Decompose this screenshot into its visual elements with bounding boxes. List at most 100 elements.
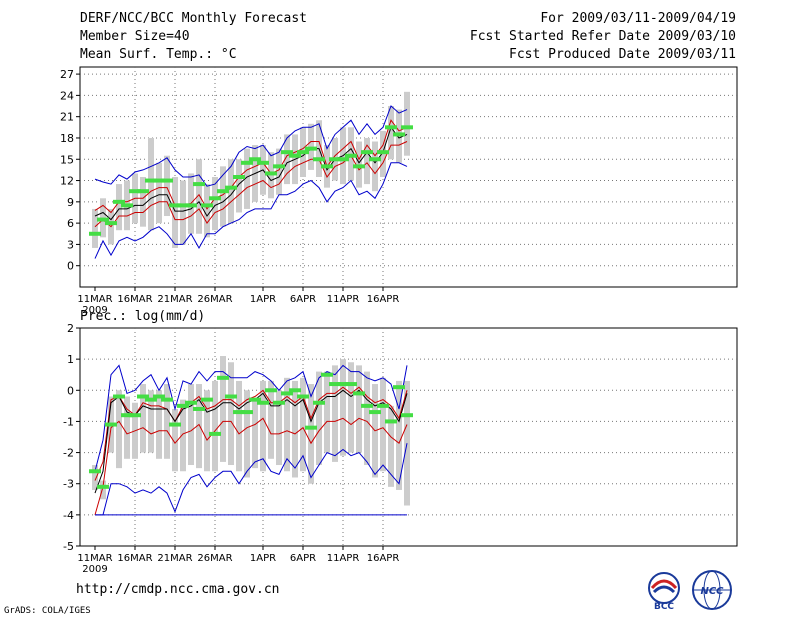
- prec-ytick-label: 2: [67, 322, 74, 335]
- temp-ensemble-median: [145, 178, 157, 183]
- temp-ensemble-box: [196, 159, 202, 234]
- temp-ensemble-box: [284, 134, 290, 185]
- temp-ensemble-box: [156, 162, 162, 224]
- temp-ensemble-median: [265, 171, 277, 176]
- temp-ytick-label: 3: [67, 238, 74, 251]
- temp-xtick-label: 1APR: [250, 294, 276, 305]
- prec-ensemble-box: [284, 377, 290, 472]
- prec-ensemble-box: [300, 377, 306, 472]
- temp-ensemble-median: [249, 157, 261, 162]
- temp-ensemble-box: [164, 155, 170, 217]
- prec-ytick-label: -1: [63, 415, 74, 428]
- temp-xtick-label: 26MAR: [197, 294, 232, 305]
- prec-ytick-label: 0: [67, 384, 74, 397]
- temp-ensemble-box: [180, 180, 186, 245]
- temp-ensemble-median: [209, 196, 221, 201]
- temp-ensemble-median: [177, 203, 189, 208]
- temp-ytick-label: 12: [60, 175, 74, 188]
- prec-ensemble-median: [297, 394, 309, 399]
- prec-ensemble-box: [308, 384, 314, 484]
- temp-ensemble-median: [241, 160, 253, 165]
- temp-ensemble-median: [233, 175, 245, 179]
- prec-series-max: [94, 364, 408, 472]
- temp-ensemble-median: [169, 203, 181, 208]
- prec-ensemble-median: [129, 413, 141, 418]
- prec-xtick-label: 26MAR: [197, 553, 232, 564]
- temp-ensemble-median: [313, 157, 325, 162]
- temp-ytick-label: 21: [60, 111, 74, 124]
- temp-ensemble-median: [385, 125, 397, 130]
- prec-ensemble-median: [353, 391, 365, 396]
- prec-ensemble-box: [356, 365, 362, 453]
- prec-ensemble-box: [316, 371, 322, 466]
- prec-ensemble-median: [177, 403, 189, 408]
- prec-ensemble-median: [113, 394, 125, 399]
- prec-plot-frame: [79, 327, 738, 547]
- temp-series-upper: [94, 119, 408, 214]
- temp-ensemble-median: [89, 231, 101, 236]
- prec-ensemble-box: [396, 380, 402, 490]
- prec-series-lower: [94, 417, 408, 516]
- temp-ensemble-median: [257, 160, 269, 165]
- chart-title: DERF/NCC/BCC Monthly Forecast: [80, 11, 307, 26]
- prec-ensemble-median: [385, 419, 397, 424]
- temp-ensemble-median: [401, 125, 413, 130]
- temp-ensemble-median: [305, 146, 317, 151]
- prec-ensemble-median: [265, 388, 277, 393]
- prec-ensemble-median: [257, 400, 269, 405]
- prec-ensemble-median: [241, 410, 253, 415]
- temp-ensemble-median: [161, 178, 173, 183]
- footer-url: http://cmdp.ncc.cma.gov.cn: [76, 582, 280, 597]
- prec-ensemble-box: [364, 371, 370, 466]
- prec-ensemble-median: [185, 400, 197, 405]
- prec-ensemble-box: [204, 390, 210, 472]
- temp-ensemble-median: [345, 153, 357, 158]
- prec-ensemble-median: [273, 400, 285, 405]
- prec-xtick-label: 11APR: [327, 553, 360, 564]
- prec-ensemble-box: [228, 362, 234, 466]
- temp-ensemble-median: [129, 189, 141, 194]
- prec-xtick-label: 1APR: [250, 553, 276, 564]
- temp-ensemble-box: [236, 159, 242, 213]
- bcc-logo-text: BCC: [654, 602, 674, 612]
- temp-ensemble-box: [204, 184, 210, 238]
- member-size-label: Member Size=40: [80, 29, 190, 44]
- temp-ensemble-box: [372, 141, 378, 192]
- prec-ensemble-box: [148, 390, 154, 453]
- variable-label: Mean Surf. Temp.: °C: [80, 47, 237, 62]
- prec-ensemble-box: [388, 405, 394, 487]
- prec-xtick-label: 6APR: [290, 553, 316, 564]
- temperature-chart: 0 3 6 9 12 15 18 21 24 27 11MAR 16MAR 21MAR 26MAR 1APR…: [60, 66, 738, 316]
- prec-ensemble-box: [268, 380, 274, 459]
- prec-ensemble-median: [233, 410, 245, 415]
- temp-ensemble-median: [377, 150, 389, 155]
- bcc-logo-arc-blue: [652, 585, 676, 594]
- prec-series-min: [95, 443, 408, 516]
- prec-ensemble-box: [324, 371, 330, 453]
- temp-ensemble-median: [185, 203, 197, 208]
- temp-ensemble-median: [97, 217, 109, 222]
- prec-ensemble-box: [92, 465, 98, 490]
- temp-ensemble-median: [201, 203, 213, 208]
- temp-ensemble-box: [140, 177, 146, 227]
- prec-ensemble-median: [329, 382, 341, 387]
- temp-ensemble-median: [321, 164, 333, 169]
- prec-ensemble-box: [180, 399, 186, 472]
- precipitation-chart: -5 -4 -3 -2 -1 0 1 2 11MAR 16MAR 21MAR 26MAR 1APR 6AP…: [63, 322, 738, 575]
- prec-ensemble-median: [97, 484, 109, 489]
- forecast-period: For 2009/03/11-2009/04/19: [540, 11, 736, 26]
- temp-ensemble-box: [116, 184, 122, 231]
- prec-ensemble-box: [188, 384, 194, 466]
- prec-ensemble-box: [156, 390, 162, 459]
- temp-ytick-label: 27: [60, 68, 74, 81]
- temp-ensemble-box: [212, 177, 218, 231]
- prec-ensemble-median: [289, 388, 301, 393]
- temp-ensemble-box: [220, 166, 226, 227]
- prec-ensemble-box: [172, 408, 178, 472]
- prec-ensemble-box: [164, 384, 170, 459]
- temp-ensemble-median: [281, 150, 293, 155]
- temp-ytick-label: 6: [67, 217, 74, 230]
- temp-ensemble-median: [121, 203, 133, 208]
- temp-ensemble-median: [225, 185, 237, 190]
